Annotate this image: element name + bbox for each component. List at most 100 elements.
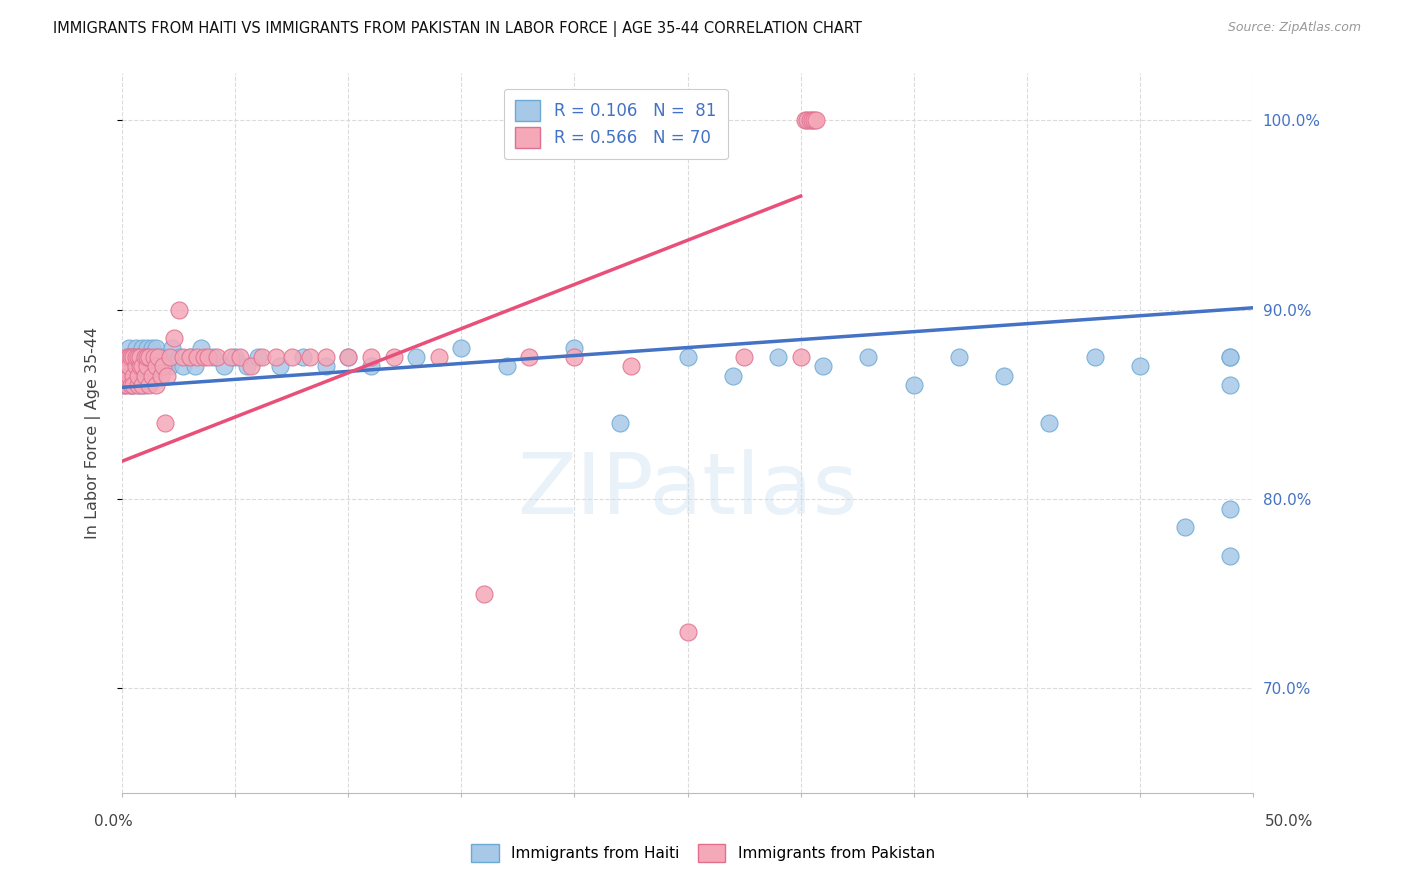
- Point: [120, 350, 142, 364]
- Point: [112, 378, 135, 392]
- Point: [620, 359, 643, 374]
- Point: [118, 368, 141, 383]
- Point: [125, 359, 148, 374]
- Point: [156, 350, 179, 364]
- Point: [115, 350, 138, 364]
- Point: [472, 587, 495, 601]
- Point: [141, 341, 163, 355]
- Point: [125, 368, 148, 383]
- Point: [138, 359, 160, 374]
- Point: [127, 350, 149, 364]
- Point: [252, 350, 274, 364]
- Point: [205, 350, 228, 364]
- Point: [131, 341, 153, 355]
- Point: [315, 350, 337, 364]
- Point: [131, 378, 153, 392]
- Point: [219, 350, 242, 364]
- Point: [149, 368, 172, 383]
- Point: [129, 368, 152, 383]
- Point: [246, 350, 269, 364]
- Point: [127, 378, 149, 392]
- Point: [127, 378, 149, 392]
- Point: [806, 113, 828, 128]
- Point: [125, 341, 148, 355]
- Point: [1038, 417, 1060, 431]
- Point: [197, 350, 219, 364]
- Point: [858, 350, 880, 364]
- Point: [122, 359, 145, 374]
- Point: [134, 368, 156, 383]
- Text: ZIPatlas: ZIPatlas: [517, 449, 858, 532]
- Point: [517, 350, 540, 364]
- Point: [382, 350, 405, 364]
- Point: [141, 368, 163, 383]
- Point: [264, 350, 287, 364]
- Point: [337, 350, 360, 364]
- Point: [167, 302, 190, 317]
- Point: [1129, 359, 1152, 374]
- Point: [136, 359, 159, 374]
- Point: [159, 359, 181, 374]
- Point: [131, 359, 153, 374]
- Point: [948, 350, 970, 364]
- Point: [115, 368, 138, 383]
- Point: [766, 350, 789, 364]
- Point: [153, 359, 176, 374]
- Point: [115, 350, 138, 364]
- Point: [160, 341, 183, 355]
- Text: Source: ZipAtlas.com: Source: ZipAtlas.com: [1227, 21, 1361, 35]
- Point: [224, 350, 246, 364]
- Point: [163, 331, 186, 345]
- Point: [1219, 378, 1241, 392]
- Point: [186, 350, 208, 364]
- Point: [122, 368, 145, 383]
- Point: [360, 350, 382, 364]
- Point: [148, 350, 170, 364]
- Point: [212, 359, 235, 374]
- Point: [145, 359, 167, 374]
- Point: [142, 350, 165, 364]
- Point: [800, 113, 823, 128]
- Point: [127, 359, 149, 374]
- Point: [122, 350, 145, 364]
- Point: [292, 350, 315, 364]
- Legend: Immigrants from Haiti, Immigrants from Pakistan: Immigrants from Haiti, Immigrants from P…: [465, 838, 941, 868]
- Point: [789, 350, 811, 364]
- Point: [118, 350, 141, 364]
- Y-axis label: In Labor Force | Age 35-44: In Labor Force | Age 35-44: [86, 326, 101, 539]
- Point: [118, 359, 141, 374]
- Point: [1174, 520, 1197, 534]
- Point: [142, 368, 165, 383]
- Point: [145, 359, 167, 374]
- Point: [676, 350, 699, 364]
- Point: [179, 350, 201, 364]
- Point: [450, 341, 472, 355]
- Point: [122, 378, 145, 392]
- Point: [993, 368, 1015, 383]
- Point: [1219, 350, 1241, 364]
- Point: [201, 350, 224, 364]
- Point: [118, 368, 141, 383]
- Point: [125, 350, 148, 364]
- Point: [281, 350, 304, 364]
- Point: [903, 378, 925, 392]
- Point: [269, 359, 291, 374]
- Point: [120, 378, 142, 392]
- Point: [127, 368, 149, 383]
- Point: [153, 417, 176, 431]
- Point: [148, 350, 170, 364]
- Point: [152, 350, 174, 364]
- Point: [149, 359, 172, 374]
- Point: [405, 350, 427, 364]
- Point: [193, 350, 215, 364]
- Point: [131, 378, 153, 392]
- Point: [125, 359, 148, 374]
- Point: [134, 378, 156, 392]
- Point: [138, 350, 160, 364]
- Point: [229, 350, 252, 364]
- Point: [141, 359, 163, 374]
- Point: [138, 378, 160, 392]
- Point: [112, 359, 135, 374]
- Point: [127, 350, 149, 364]
- Point: [131, 359, 153, 374]
